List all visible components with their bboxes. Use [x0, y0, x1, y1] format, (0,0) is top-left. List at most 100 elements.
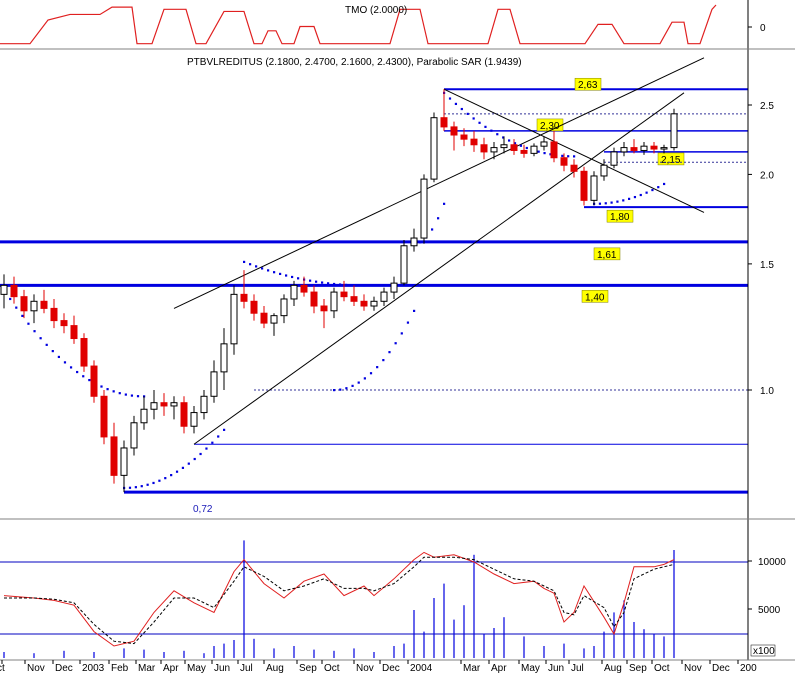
candle-body-65 — [650, 145, 658, 150]
sar-dot-0-13 — [82, 375, 85, 378]
candle-body-21 — [210, 371, 218, 397]
sar-dot-4-3 — [431, 228, 434, 231]
sar-dot-1-16 — [217, 435, 220, 438]
candle-body-62 — [620, 147, 628, 153]
sar-dot-2-5 — [273, 271, 276, 274]
sar-dot-0-18 — [112, 390, 115, 393]
sar-dot-2-7 — [285, 274, 288, 277]
candle-body-36 — [360, 300, 368, 307]
sar-dot-6-12 — [663, 182, 666, 186]
price-tick-label-1: 2.0 — [760, 170, 774, 181]
sar-dot-1-17 — [223, 428, 226, 431]
candle-body-11 — [110, 436, 118, 476]
sar-dot-1-8 — [170, 474, 173, 477]
candle-body-14 — [140, 408, 148, 424]
sar-dot-1-10 — [181, 466, 185, 469]
sar-dot-3-3 — [351, 384, 354, 387]
x-tick-label-22: Sep — [629, 663, 647, 674]
x-tick-label-9: Jul — [240, 663, 253, 674]
candle-body-48 — [480, 144, 488, 153]
sar-dot-3-13 — [413, 309, 416, 312]
sar-dot-1-9 — [175, 470, 179, 473]
sar-dot-5-1 — [448, 97, 452, 100]
x-tick-label-20: Jul — [571, 663, 584, 674]
candle-body-46 — [460, 134, 468, 140]
price-tick-label-0: 2.5 — [760, 101, 774, 112]
sar-dot-3-8 — [382, 359, 385, 362]
candle-body-9 — [90, 365, 98, 397]
sar-dot-0-2 — [15, 306, 18, 309]
candle-body-45 — [450, 126, 458, 136]
sar-dot-2-17 — [345, 283, 348, 287]
sar-dot-6-7 — [633, 195, 637, 199]
sar-dot-3-7 — [376, 366, 379, 369]
x-tick-label-21: Aug — [604, 663, 622, 674]
candle-body-67 — [670, 113, 678, 149]
candle-body-1 — [10, 284, 18, 298]
sar-dot-0-14 — [88, 378, 91, 382]
x-tick-label-8: Jun — [214, 663, 230, 674]
candle-body-2 — [20, 296, 28, 312]
price-panel: 2,63 2,30 2,15 1,80 1,61 1,40 0,72 — [0, 57, 748, 515]
candle-body-12 — [120, 447, 128, 476]
candle-body-60 — [600, 164, 608, 177]
x-tick-label-15: 2004 — [410, 663, 433, 674]
candle-body-55 — [550, 141, 558, 159]
sar-dot-0-5 — [33, 330, 36, 333]
sar-dot-3-11 — [400, 332, 403, 335]
candle-body-10 — [100, 395, 108, 438]
sar-dot-0-9 — [57, 355, 60, 359]
sar-dot-0-19 — [118, 392, 121, 395]
sar-dot-3-4 — [357, 381, 360, 384]
sar-dot-6-2 — [604, 202, 607, 205]
x-tick-label-10: Aug — [266, 663, 284, 674]
sar-dot-3-6 — [369, 372, 373, 375]
x-tick-label-16: Mar — [463, 663, 481, 674]
candle-body-5 — [50, 307, 58, 322]
sar-dot-5-10 — [502, 136, 505, 139]
level-tag-bg-3 — [606, 209, 634, 223]
candle-body-8 — [80, 338, 88, 367]
sar-dot-1-5 — [152, 481, 155, 485]
x-tick-label-5: Mar — [138, 663, 156, 674]
candle-body-61 — [610, 151, 618, 166]
x-tick-label-0: ct — [0, 663, 5, 674]
candle-body-52 — [520, 149, 528, 154]
sar-dot-2-0 — [243, 260, 246, 264]
level-label-0: 2,63 — [578, 80, 598, 91]
sar-dot-6-10 — [651, 188, 654, 192]
oscillator-line-1 — [4, 556, 675, 645]
x-tick-label-4: Feb — [111, 663, 129, 674]
candle-body-66 — [660, 147, 668, 150]
sar-dot-5-20 — [561, 154, 564, 157]
sar-dot-0-7 — [45, 343, 48, 346]
sar-dot-4-4 — [437, 217, 440, 220]
sar-dot-5-8 — [490, 129, 493, 132]
volume-unit-label: x100 — [753, 646, 775, 657]
sar-dot-1-12 — [193, 457, 196, 461]
x-tick-label-1: Nov — [27, 663, 45, 674]
candle-body-4 — [40, 300, 48, 309]
sar-dot-0-10 — [63, 361, 67, 364]
candle-body-26 — [260, 312, 268, 324]
candle-body-42 — [420, 178, 428, 239]
candle-body-34 — [340, 291, 348, 298]
candle-body-41 — [410, 237, 418, 247]
candle-body-6 — [60, 320, 68, 327]
candle-body-49 — [490, 147, 498, 153]
tmo-tick-label-0: 0 — [760, 23, 766, 34]
sar-dot-5-12 — [513, 142, 517, 145]
candle-body-56 — [560, 157, 568, 166]
sar-dot-5-22 — [573, 155, 576, 158]
sar-dot-5-5 — [472, 117, 475, 120]
x-tick-label-14: Dec — [382, 663, 400, 674]
sar-dot-6-5 — [622, 199, 625, 202]
x-tick-label-17: Apr — [491, 663, 507, 674]
sar-dot-1-15 — [211, 441, 214, 444]
x-tick-label-11: Sep — [299, 663, 317, 674]
x-tick-label-13: Nov — [356, 663, 374, 674]
sar-dot-2-18 — [351, 284, 354, 287]
level-label-4: 1,61 — [597, 250, 617, 261]
candle-body-18 — [180, 402, 188, 427]
x-tick-label-24: Nov — [684, 663, 702, 674]
